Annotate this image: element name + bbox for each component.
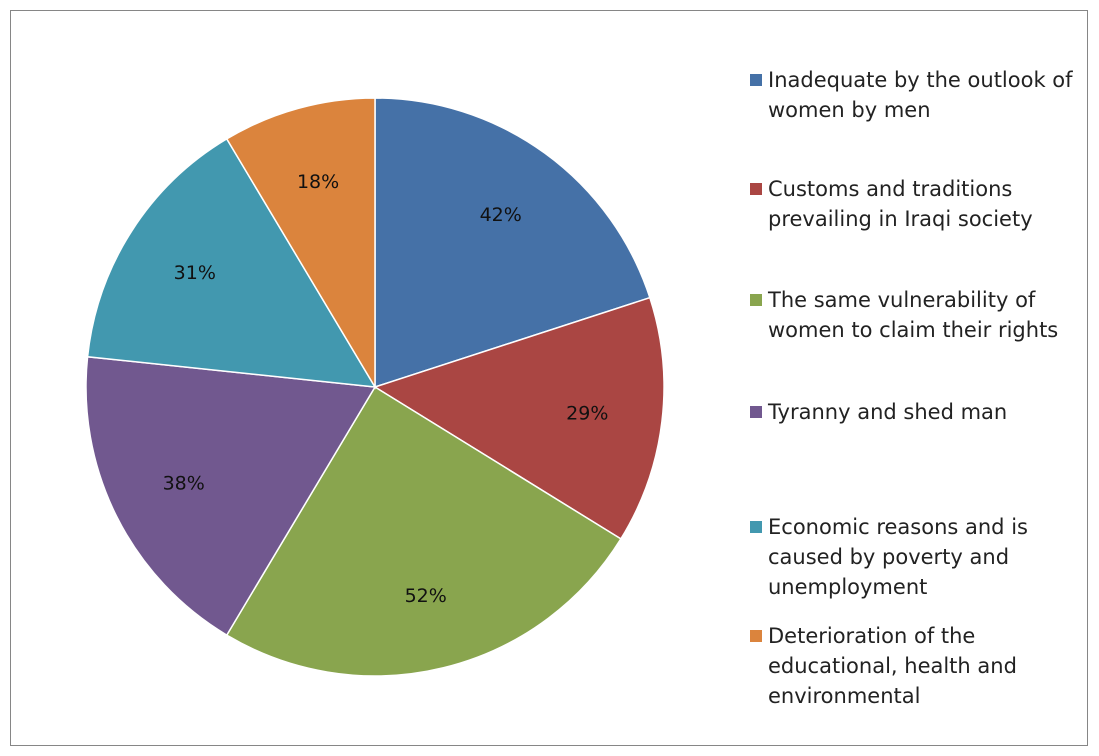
data-label-5: 31%: [174, 262, 216, 284]
legend-label-6: Deterioration of the educational, health…: [768, 621, 1080, 711]
legend-item-1: Inadequate by the outlook of women by me…: [750, 65, 1080, 125]
legend-swatch-2: [750, 183, 762, 195]
data-label-6: 18%: [297, 171, 339, 193]
legend-label-5: Economic reasons and is caused by povert…: [768, 512, 1080, 602]
legend-swatch-1: [750, 74, 762, 86]
legend-label-3: The same vulnerability of women to claim…: [768, 285, 1080, 345]
legend-item-2: Customs and traditions prevailing in Ira…: [750, 174, 1080, 234]
data-label-1: 42%: [480, 204, 522, 226]
legend-label-1: Inadequate by the outlook of women by me…: [768, 65, 1080, 125]
legend-item-5: Economic reasons and is caused by povert…: [750, 512, 1080, 602]
data-label-3: 52%: [405, 585, 447, 607]
legend-swatch-4: [750, 406, 762, 418]
legend-item-6: Deterioration of the educational, health…: [750, 621, 1080, 711]
legend-label-4: Tyranny and shed man: [768, 397, 1007, 427]
data-label-2: 29%: [566, 403, 608, 425]
legend-swatch-5: [750, 521, 762, 533]
legend-label-2: Customs and traditions prevailing in Ira…: [768, 174, 1080, 234]
legend-item-3: The same vulnerability of women to claim…: [750, 285, 1080, 345]
legend: Inadequate by the outlook of women by me…: [750, 11, 1080, 747]
chart-frame: 42% 29% 52% 38% 31% 18% Inadequate by the out…: [10, 10, 1088, 746]
legend-swatch-6: [750, 630, 762, 642]
legend-swatch-3: [750, 294, 762, 306]
data-label-4: 38%: [163, 473, 205, 495]
legend-item-4: Tyranny and shed man: [750, 397, 1080, 427]
